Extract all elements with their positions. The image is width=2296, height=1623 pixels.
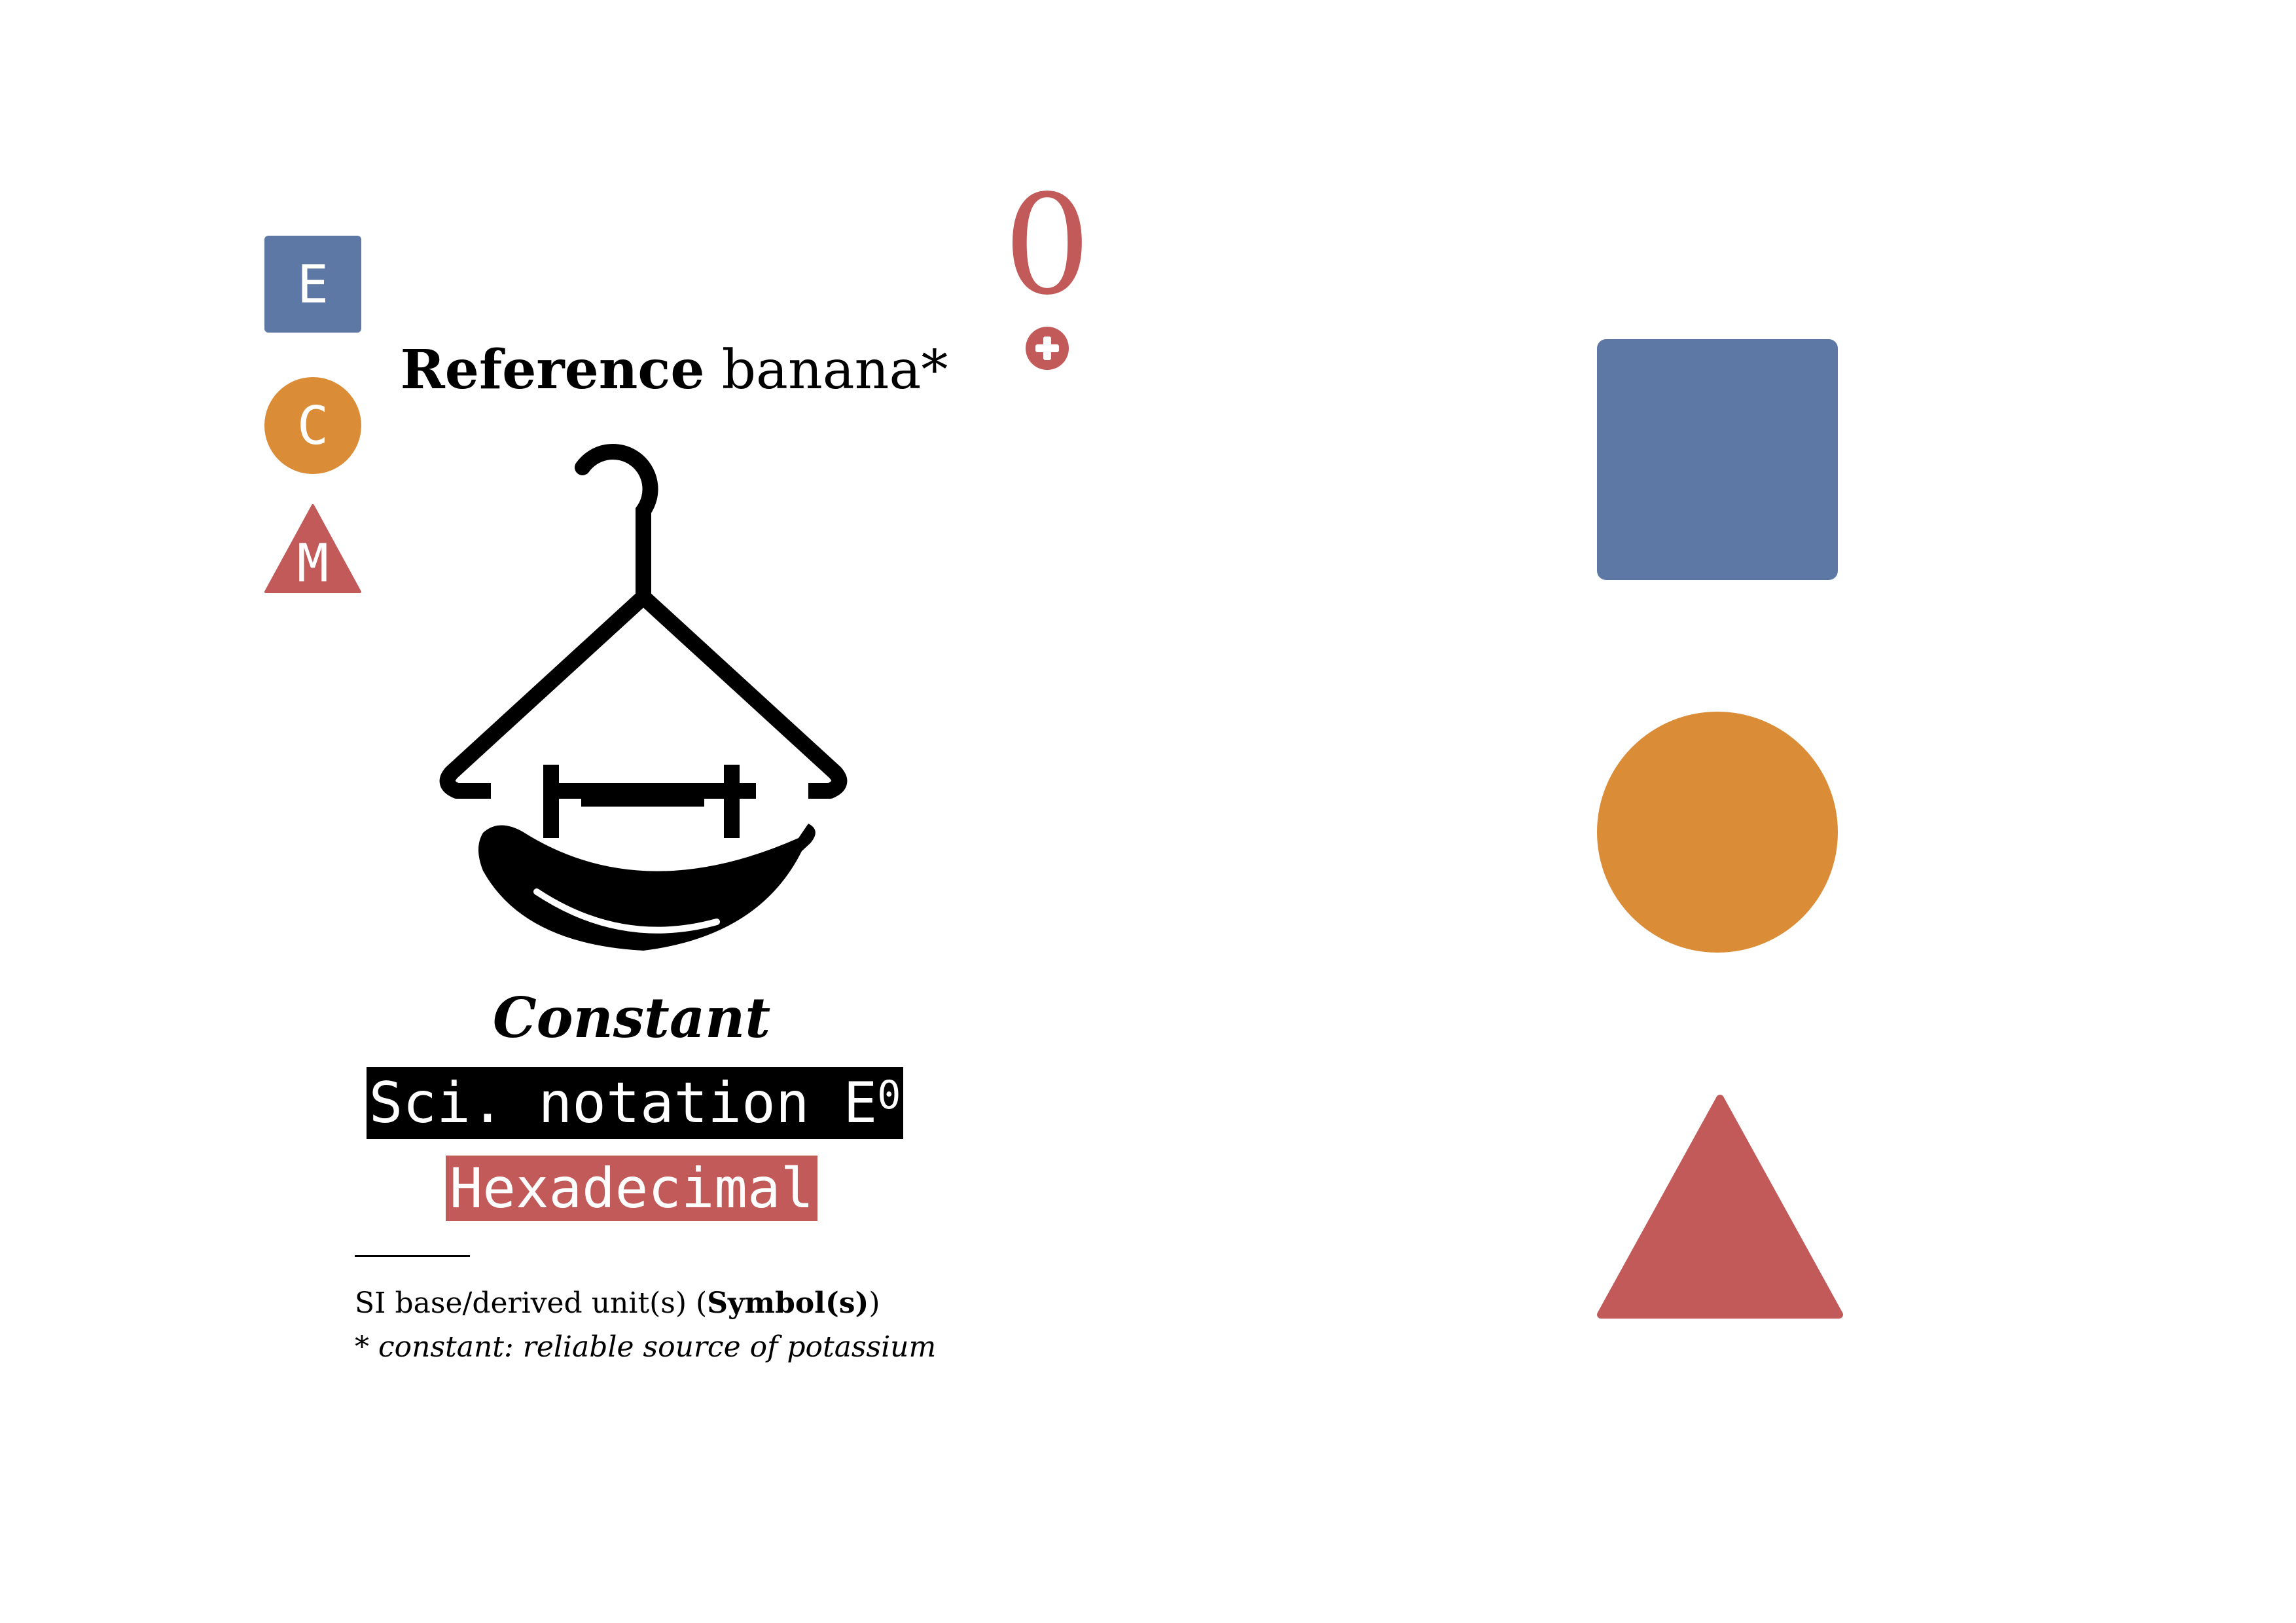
title-rest: banana* xyxy=(704,339,948,401)
legend-badge-e-label: E xyxy=(296,253,329,315)
count-value: 0 xyxy=(1003,165,1091,325)
triangle-icon xyxy=(264,504,361,593)
legend-badge-c: C xyxy=(264,377,361,474)
units-note: SI base/derived unit(s) (Symbol(s)) xyxy=(355,1286,880,1320)
title-strong: Reference xyxy=(400,338,705,401)
sci-notation-label: Sci. notation E0 xyxy=(366,1067,904,1139)
units-symbol: Symbol(s) xyxy=(707,1286,869,1320)
sci-notation-exponent: 0 xyxy=(877,1072,901,1118)
hanger-with-banana-icon xyxy=(439,443,848,951)
legend-badge-e: E xyxy=(264,236,361,333)
footnote: * constant: reliable source of potassium xyxy=(355,1330,937,1364)
triangle-shape xyxy=(1597,1095,1843,1319)
page-title: Reference banana* xyxy=(367,340,982,400)
footnote-divider xyxy=(355,1255,470,1257)
circle-shape xyxy=(1597,712,1838,953)
category-label: Constant xyxy=(492,985,771,1050)
units-suffix: ) xyxy=(869,1286,880,1320)
units-prefix: SI base/derived unit(s) ( xyxy=(355,1286,708,1320)
square-shape xyxy=(1597,339,1838,580)
hexadecimal: Hexadecimal xyxy=(367,1156,897,1221)
sci-notation-text: Sci. notation E xyxy=(368,1070,878,1136)
legend-badge-m: M xyxy=(264,504,361,596)
plus-circle-icon[interactable] xyxy=(1024,325,1070,371)
hexadecimal-label: Hexadecimal xyxy=(445,1156,818,1221)
legend-badge-m-label: M xyxy=(296,532,329,594)
legend-badge-c-label: C xyxy=(296,395,329,456)
sci-notation: Sci. notation E0 xyxy=(360,1067,910,1139)
